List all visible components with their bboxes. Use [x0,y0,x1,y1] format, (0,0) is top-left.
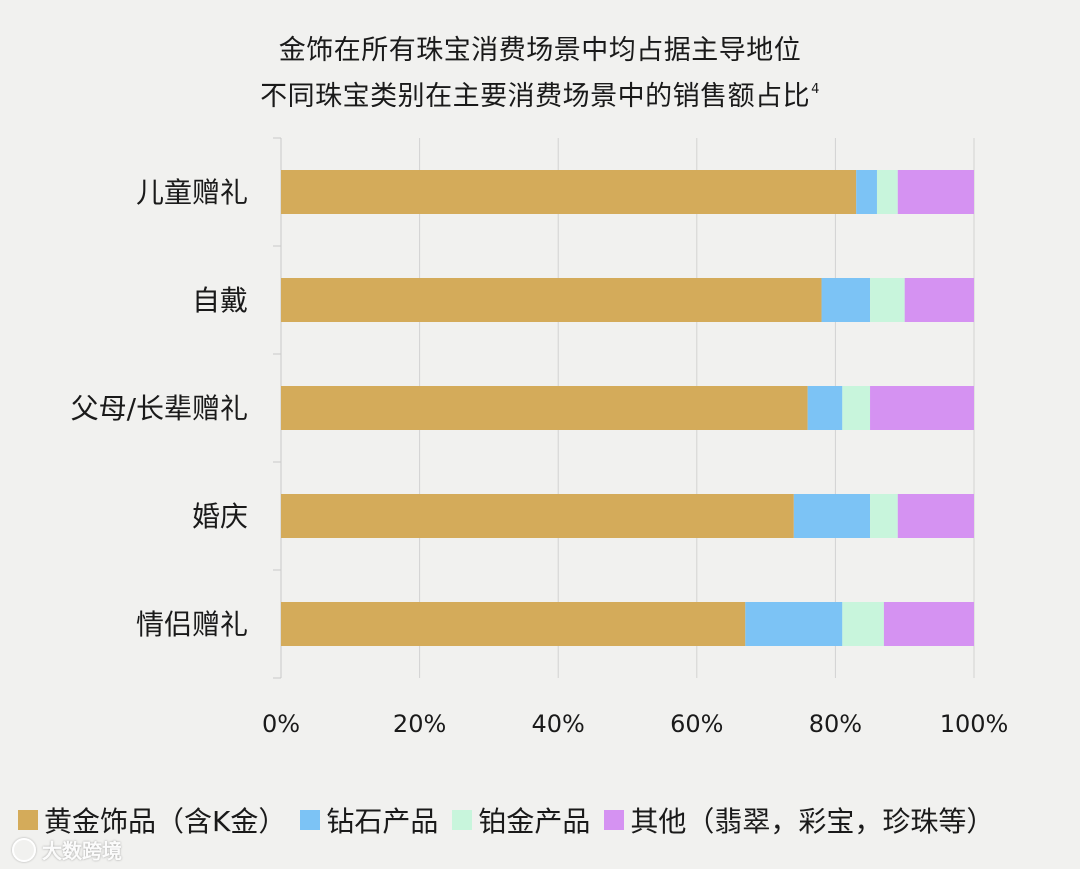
y-category-label: 情侣赠礼 [136,608,248,641]
chart-subtitle-text: 不同珠宝类别在主要消费场景中的销售额占比 [260,81,811,112]
x-tick-label: 40% [532,710,585,738]
bar-segment [281,170,857,214]
y-category-label: 儿童赠礼 [136,176,248,209]
y-category-label: 婚庆 [192,500,248,533]
bar-segment [883,602,974,646]
chart-title: 金饰在所有珠宝消费场景中均占据主导地位 [278,35,802,66]
legend-label: 其他（翡翠，彩宝，珍珠等） [630,805,995,838]
bar-segment [793,494,871,538]
legend-swatch [452,810,473,830]
x-tick-label: 60% [670,710,723,738]
bar-segment [897,170,974,214]
x-tick-label: 0% [262,710,300,738]
watermark-text: 大数跨境 [42,839,122,863]
legend-label: 黄金饰品（含K金） [44,805,287,838]
cloud-logo-icon [12,837,36,862]
x-tick-label: 80% [809,710,862,738]
bar-segment [745,602,843,646]
bar-segment [842,386,871,430]
bar-segment [281,494,794,538]
x-tick-label: 100% [940,710,1009,738]
bar-segment [821,278,871,322]
legend-item: 黄金饰品（含K金） [18,800,286,840]
bar-segment [807,386,843,430]
legend-item: 其他（翡翠，彩宝，珍珠等） [604,800,994,840]
legend-swatch [300,810,321,830]
chart-legend: 黄金饰品（含K金） 钻石产品 铂金产品 其他（翡翠，彩宝，珍珠等） [18,800,1008,840]
bar-segment [842,602,884,646]
bar-segment [904,278,974,322]
watermark: 大数跨境 [12,835,122,864]
x-tick-label: 20% [393,710,446,738]
y-category-label: 父母/长辈赠礼 [71,392,248,425]
legend-label: 钻石产品 [326,805,439,838]
chart-subtitle: 不同珠宝类别在主要消费场景中的销售额占比4 [0,74,1080,113]
bar-segment [870,386,974,430]
bar-segment [897,494,974,538]
bar-segment [281,602,746,646]
bar-segment [281,278,822,322]
legend-swatch [604,810,625,830]
bar-segment [281,386,808,430]
legend-item: 铂金产品 [452,800,590,840]
legend-item: 钻石产品 [300,800,438,840]
legend-label: 铂金产品 [478,805,591,838]
bar-segment [876,170,898,214]
bar-segment [870,494,898,538]
bar-segment [870,278,905,322]
legend-swatch [18,810,38,830]
bar-segment [856,170,877,214]
y-category-label: 自戴 [192,284,248,317]
chart-subtitle-footnote: 4 [811,82,820,97]
